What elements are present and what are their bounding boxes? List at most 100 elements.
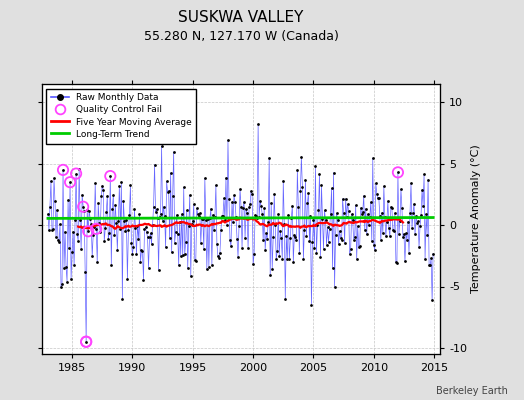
Point <box>177 252 185 259</box>
Point <box>309 217 318 223</box>
Point <box>333 217 342 223</box>
Point <box>52 234 60 240</box>
Point <box>187 273 195 279</box>
Point <box>211 214 219 220</box>
Point <box>76 217 84 224</box>
Point <box>170 240 179 246</box>
Point <box>415 244 423 250</box>
Point <box>244 245 252 252</box>
Point <box>326 211 335 217</box>
Point <box>172 212 181 218</box>
Point <box>181 239 190 245</box>
Point <box>206 206 215 212</box>
Point <box>84 228 92 234</box>
Point <box>339 196 347 202</box>
Point <box>304 190 313 196</box>
Point <box>107 262 115 268</box>
Point <box>334 241 343 247</box>
Point <box>122 217 130 223</box>
Point <box>85 208 93 214</box>
Point <box>109 192 117 198</box>
Point <box>366 214 374 220</box>
Point <box>212 182 220 188</box>
Point <box>220 195 228 202</box>
Point <box>426 262 434 269</box>
Point <box>300 226 309 233</box>
Point <box>302 232 311 239</box>
Point <box>420 171 428 178</box>
Point <box>168 249 176 255</box>
Point <box>77 246 85 252</box>
Point <box>79 204 88 210</box>
Point <box>324 238 333 245</box>
Point <box>321 217 330 223</box>
Point <box>313 222 322 228</box>
Point <box>71 216 79 223</box>
Point <box>208 262 216 268</box>
Point <box>357 210 366 217</box>
Point <box>69 228 77 235</box>
Point <box>400 230 408 237</box>
Point <box>388 204 396 211</box>
Point <box>74 237 82 244</box>
Point <box>355 243 364 250</box>
Point <box>72 170 80 177</box>
Point <box>306 213 314 219</box>
Point <box>287 215 296 222</box>
Point <box>373 190 381 197</box>
Point <box>192 258 200 264</box>
Point <box>394 169 402 176</box>
Point <box>106 173 115 179</box>
Point <box>193 205 201 212</box>
Point <box>354 223 362 230</box>
Point <box>265 155 274 161</box>
Point <box>230 192 238 199</box>
Point <box>273 248 281 254</box>
Point <box>125 212 134 218</box>
Point <box>188 221 196 228</box>
Point <box>73 231 81 237</box>
Point <box>307 302 315 308</box>
Point <box>155 267 163 273</box>
Point <box>262 230 270 236</box>
Point <box>61 228 69 235</box>
Point <box>264 218 272 225</box>
Point <box>44 211 52 217</box>
Point <box>108 206 116 212</box>
Point <box>106 173 115 179</box>
Point <box>245 204 253 211</box>
Point <box>242 206 250 212</box>
Point <box>332 210 341 216</box>
Point <box>129 244 138 250</box>
Point <box>343 201 352 207</box>
Point <box>258 210 266 217</box>
Point <box>140 225 149 232</box>
Point <box>160 212 169 219</box>
Point <box>295 250 303 256</box>
Point <box>367 199 375 205</box>
Point <box>427 255 435 261</box>
Point <box>147 241 156 248</box>
Point <box>372 180 380 186</box>
Point <box>162 178 171 185</box>
Point <box>101 225 110 231</box>
Point <box>425 262 433 268</box>
Point <box>250 251 258 257</box>
Point <box>376 212 384 219</box>
Point <box>146 230 155 236</box>
Point <box>416 223 424 229</box>
Point <box>233 235 241 242</box>
Point <box>132 251 140 257</box>
Point <box>301 177 310 183</box>
Point <box>89 231 97 238</box>
Point <box>389 227 397 234</box>
Point <box>274 211 282 217</box>
Point <box>263 236 271 242</box>
Point <box>47 178 55 184</box>
Point <box>344 208 353 214</box>
Point <box>174 262 183 268</box>
Point <box>223 222 231 228</box>
Point <box>270 191 278 198</box>
Point <box>246 200 254 207</box>
Point <box>137 247 146 254</box>
